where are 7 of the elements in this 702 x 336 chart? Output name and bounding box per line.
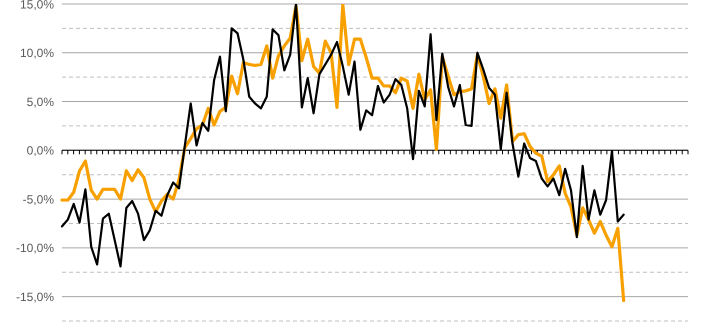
y-tick-label: 10,0% [20,46,54,60]
y-tick-label: 15,0% [20,0,54,12]
y-tick-label: 5,0% [26,94,54,109]
y-tick-label: -5,0% [22,192,54,206]
y-tick-label: 0,0% [26,144,54,158]
y-tick-label: -10,0% [16,241,54,256]
y-tick-label: -15,0% [16,290,54,304]
